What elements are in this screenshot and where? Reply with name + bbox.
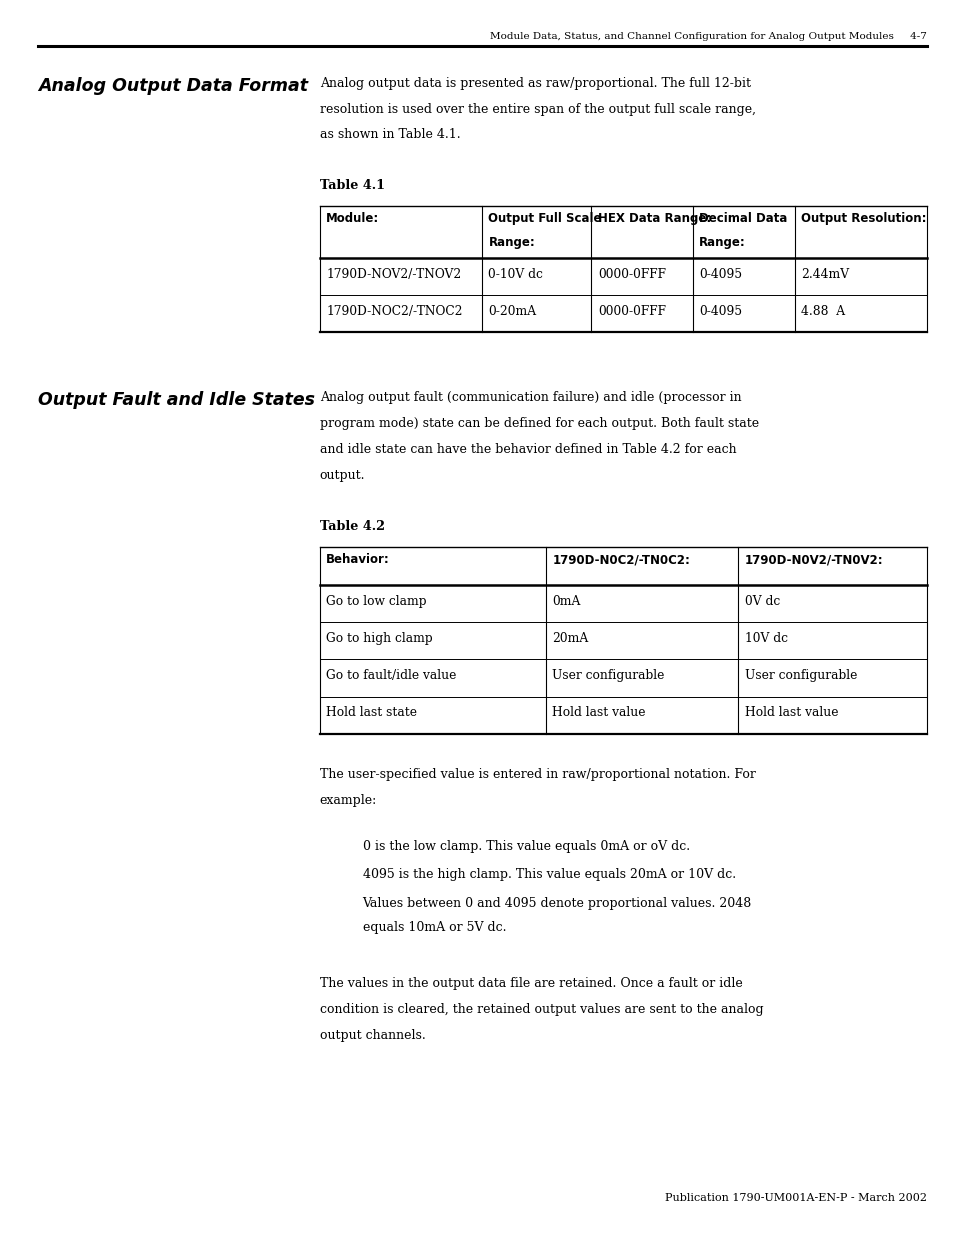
Text: 1790D-NOC2/-TNOC2: 1790D-NOC2/-TNOC2 xyxy=(326,305,462,319)
Text: equals 10mA or 5V dc.: equals 10mA or 5V dc. xyxy=(362,921,505,935)
Text: output.: output. xyxy=(319,469,365,483)
Text: Output Fault and Idle States: Output Fault and Idle States xyxy=(38,391,314,410)
Text: Module:: Module: xyxy=(326,212,379,226)
Text: condition is cleared, the retained output values are sent to the analog: condition is cleared, the retained outpu… xyxy=(319,1003,762,1016)
Text: 0000-0FFF: 0000-0FFF xyxy=(598,268,665,282)
Text: example:: example: xyxy=(319,794,376,808)
Text: 0-10V dc: 0-10V dc xyxy=(488,268,543,282)
Text: User configurable: User configurable xyxy=(744,669,857,683)
Text: HEX Data Range:: HEX Data Range: xyxy=(598,212,711,226)
Text: 4.88  A: 4.88 A xyxy=(801,305,844,319)
Text: 0-4095: 0-4095 xyxy=(699,305,741,319)
Text: The user-specified value is entered in raw/proportional notation. For: The user-specified value is entered in r… xyxy=(319,768,755,782)
Text: Range:: Range: xyxy=(488,236,535,249)
Text: output channels.: output channels. xyxy=(319,1029,425,1042)
Text: 4095 is the high clamp. This value equals 20mA or 10V dc.: 4095 is the high clamp. This value equal… xyxy=(362,868,735,882)
Text: Go to low clamp: Go to low clamp xyxy=(326,595,426,609)
Text: 1790D-N0V2/-TN0V2:: 1790D-N0V2/-TN0V2: xyxy=(744,553,882,567)
Text: 0-20mA: 0-20mA xyxy=(488,305,536,319)
Text: as shown in Table 4.1.: as shown in Table 4.1. xyxy=(319,128,459,142)
Text: Go to fault/idle value: Go to fault/idle value xyxy=(326,669,456,683)
Text: resolution is used over the entire span of the output full scale range,: resolution is used over the entire span … xyxy=(319,103,755,116)
Text: Analog Output Data Format: Analog Output Data Format xyxy=(38,77,308,95)
Text: Hold last value: Hold last value xyxy=(552,706,645,720)
Text: program mode) state can be defined for each output. Both fault state: program mode) state can be defined for e… xyxy=(319,417,758,431)
Text: and idle state can have the behavior defined in Table 4.2 for each: and idle state can have the behavior def… xyxy=(319,443,736,457)
Text: 0-4095: 0-4095 xyxy=(699,268,741,282)
Text: 10V dc: 10V dc xyxy=(744,632,787,646)
Text: The values in the output data file are retained. Once a fault or idle: The values in the output data file are r… xyxy=(319,977,741,990)
Text: 1790D-NOV2/-TNOV2: 1790D-NOV2/-TNOV2 xyxy=(326,268,461,282)
Text: Module Data, Status, and Channel Configuration for Analog Output Modules     4-7: Module Data, Status, and Channel Configu… xyxy=(490,32,926,41)
Text: User configurable: User configurable xyxy=(552,669,664,683)
Text: Table 4.1: Table 4.1 xyxy=(319,179,384,193)
Text: Go to high clamp: Go to high clamp xyxy=(326,632,433,646)
Text: 20mA: 20mA xyxy=(552,632,588,646)
Text: 0000-0FFF: 0000-0FFF xyxy=(598,305,665,319)
Text: Output Resolution:: Output Resolution: xyxy=(801,212,926,226)
Text: Table 4.2: Table 4.2 xyxy=(319,520,384,534)
Text: Output Full Scale: Output Full Scale xyxy=(488,212,601,226)
Text: Range:: Range: xyxy=(699,236,745,249)
Text: Analog output fault (communication failure) and idle (processor in: Analog output fault (communication failu… xyxy=(319,391,740,405)
Text: 0 is the low clamp. This value equals 0mA or oV dc.: 0 is the low clamp. This value equals 0m… xyxy=(362,840,689,853)
Text: Decimal Data: Decimal Data xyxy=(699,212,787,226)
Text: 2.44mV: 2.44mV xyxy=(801,268,848,282)
Text: Behavior:: Behavior: xyxy=(326,553,390,567)
Text: 0mA: 0mA xyxy=(552,595,580,609)
Text: Analog output data is presented as raw/proportional. The full 12-bit: Analog output data is presented as raw/p… xyxy=(319,77,750,90)
Text: Hold last state: Hold last state xyxy=(326,706,416,720)
Text: Hold last value: Hold last value xyxy=(744,706,838,720)
Text: Publication 1790-UM001A-EN-P - March 2002: Publication 1790-UM001A-EN-P - March 200… xyxy=(664,1193,926,1203)
Text: 1790D-N0C2/-TN0C2:: 1790D-N0C2/-TN0C2: xyxy=(552,553,690,567)
Text: 0V dc: 0V dc xyxy=(744,595,780,609)
Text: Values between 0 and 4095 denote proportional values. 2048: Values between 0 and 4095 denote proport… xyxy=(362,897,751,910)
